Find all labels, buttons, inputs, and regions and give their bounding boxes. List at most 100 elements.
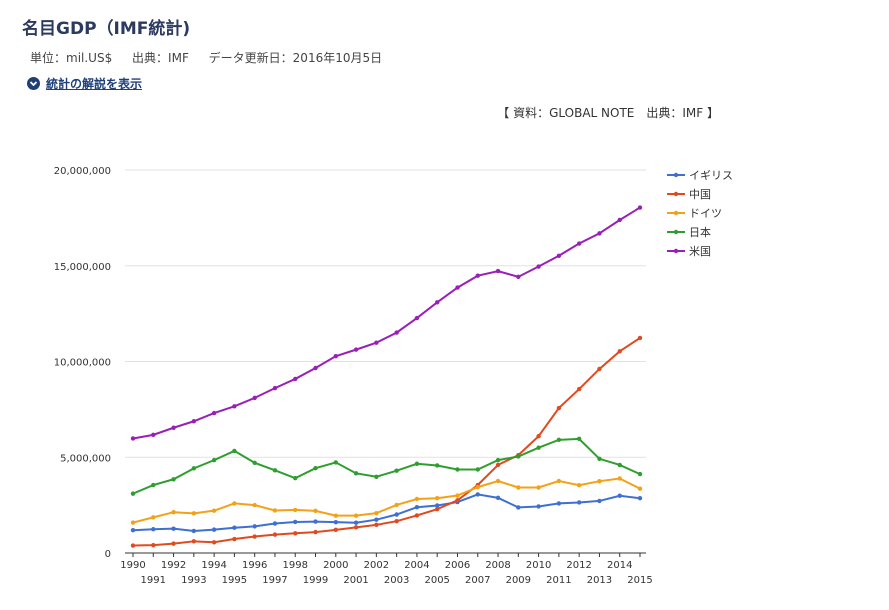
data-point[interactable]	[374, 522, 379, 528]
data-point[interactable]	[475, 484, 480, 490]
data-point[interactable]	[191, 466, 197, 471]
data-point[interactable]	[353, 513, 359, 518]
data-point[interactable]	[191, 539, 197, 544]
data-point[interactable]	[333, 519, 338, 525]
data-point[interactable]	[353, 525, 359, 530]
data-point[interactable]	[597, 231, 602, 236]
data-point[interactable]	[495, 495, 501, 501]
data-point[interactable]	[455, 493, 460, 498]
data-point[interactable]	[232, 536, 237, 542]
data-point[interactable]	[171, 541, 176, 546]
data-point[interactable]	[516, 454, 521, 459]
data-point[interactable]	[597, 366, 602, 372]
data-point[interactable]	[171, 510, 176, 515]
data-point[interactable]	[293, 507, 298, 513]
data-point[interactable]	[252, 395, 257, 401]
data-point[interactable]	[637, 335, 643, 341]
data-point[interactable]	[455, 467, 460, 472]
data-point[interactable]	[536, 445, 541, 450]
data-point[interactable]	[272, 468, 278, 473]
expand-description-label[interactable]: 統計の解説を表示	[46, 77, 143, 91]
data-point[interactable]	[556, 478, 562, 484]
data-point[interactable]	[394, 468, 399, 473]
data-point[interactable]	[252, 524, 257, 529]
data-point[interactable]	[353, 471, 359, 476]
data-point[interactable]	[130, 436, 136, 441]
data-point[interactable]	[597, 478, 602, 484]
data-point[interactable]	[597, 456, 602, 461]
expand-description-link[interactable]: 統計の解説を表示	[27, 75, 142, 92]
data-point[interactable]	[374, 517, 379, 522]
data-point[interactable]	[455, 285, 460, 290]
data-point[interactable]	[232, 525, 237, 530]
data-point[interactable]	[637, 486, 643, 491]
data-point[interactable]	[414, 461, 420, 466]
data-point[interactable]	[353, 347, 359, 352]
data-point[interactable]	[130, 491, 136, 496]
data-point[interactable]	[333, 513, 338, 518]
data-point[interactable]	[414, 505, 420, 510]
data-point[interactable]	[536, 485, 541, 490]
data-point[interactable]	[435, 300, 440, 305]
legend-item[interactable]: ドイツ	[667, 207, 722, 220]
data-point[interactable]	[475, 273, 480, 278]
data-point[interactable]	[414, 496, 420, 502]
data-point[interactable]	[516, 274, 521, 280]
data-point[interactable]	[252, 534, 257, 539]
data-point[interactable]	[516, 505, 521, 510]
data-point[interactable]	[576, 241, 582, 246]
data-point[interactable]	[617, 493, 622, 498]
data-point[interactable]	[151, 482, 156, 488]
data-point[interactable]	[394, 512, 399, 517]
data-point[interactable]	[374, 340, 379, 345]
data-point[interactable]	[394, 519, 399, 524]
data-point[interactable]	[495, 268, 501, 274]
data-point[interactable]	[272, 385, 278, 391]
data-point[interactable]	[435, 506, 440, 512]
data-point[interactable]	[576, 500, 582, 505]
data-point[interactable]	[556, 437, 562, 443]
data-point[interactable]	[313, 508, 318, 514]
data-point[interactable]	[617, 476, 622, 481]
data-point[interactable]	[597, 498, 602, 504]
data-point[interactable]	[232, 501, 237, 506]
data-point[interactable]	[232, 448, 237, 454]
data-point[interactable]	[495, 478, 501, 484]
data-point[interactable]	[272, 532, 278, 537]
data-point[interactable]	[576, 436, 582, 442]
data-point[interactable]	[171, 526, 176, 531]
data-point[interactable]	[435, 496, 440, 501]
data-point[interactable]	[576, 483, 582, 488]
data-point[interactable]	[556, 253, 562, 258]
legend-item[interactable]: 中国	[667, 188, 711, 201]
data-point[interactable]	[272, 521, 278, 526]
data-point[interactable]	[191, 511, 197, 516]
data-point[interactable]	[617, 349, 622, 354]
data-point[interactable]	[556, 405, 562, 411]
data-point[interactable]	[151, 542, 156, 548]
data-point[interactable]	[495, 462, 501, 468]
data-point[interactable]	[475, 492, 480, 497]
data-point[interactable]	[333, 527, 338, 533]
data-point[interactable]	[293, 376, 298, 382]
data-point[interactable]	[171, 477, 176, 482]
data-point[interactable]	[435, 503, 440, 508]
data-point[interactable]	[495, 457, 501, 463]
data-point[interactable]	[637, 471, 643, 477]
data-point[interactable]	[637, 205, 643, 210]
legend-item[interactable]: 日本	[667, 225, 711, 239]
data-point[interactable]	[211, 527, 217, 532]
data-point[interactable]	[617, 462, 622, 468]
data-point[interactable]	[211, 457, 217, 463]
data-point[interactable]	[252, 502, 257, 508]
data-point[interactable]	[171, 425, 176, 430]
data-point[interactable]	[333, 460, 338, 465]
data-point[interactable]	[435, 463, 440, 468]
data-point[interactable]	[272, 508, 278, 513]
data-point[interactable]	[313, 465, 318, 471]
data-point[interactable]	[414, 513, 420, 518]
data-point[interactable]	[414, 315, 420, 321]
data-point[interactable]	[475, 467, 480, 472]
data-point[interactable]	[191, 419, 197, 424]
data-point[interactable]	[536, 264, 541, 269]
